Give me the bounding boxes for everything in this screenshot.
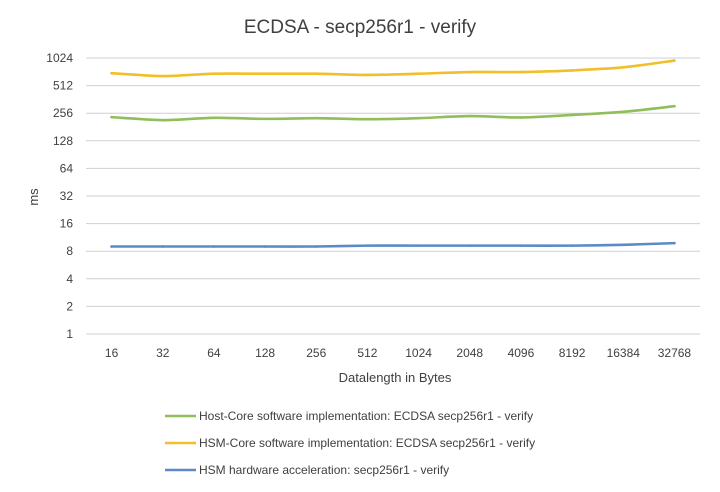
data-point <box>366 73 369 77</box>
grid-layer <box>86 57 700 335</box>
data-point <box>519 116 523 119</box>
data-point <box>161 118 165 122</box>
data-point <box>621 66 625 69</box>
data-point <box>314 72 318 76</box>
chart-title: ECDSA - secp256r1 - verify <box>244 17 477 38</box>
data-point <box>110 245 113 248</box>
x-tick-label: 8192 <box>559 346 586 360</box>
legend: Host-Core software implementation: ECDSA… <box>165 409 535 477</box>
data-point <box>110 71 113 75</box>
x-tick-label: 32 <box>156 346 170 360</box>
series-line-2 <box>110 59 676 78</box>
data-point <box>314 116 318 120</box>
legend-label: Host-Core software implementation: ECDSA… <box>199 409 533 423</box>
y-tick-label: 64 <box>60 161 74 175</box>
x-tick-label: 2048 <box>456 346 483 360</box>
y-tick-label: 8 <box>66 244 73 258</box>
y-tick-label: 32 <box>60 189 74 203</box>
data-point <box>366 244 369 247</box>
y-tick-label: 128 <box>53 134 73 148</box>
data-point <box>519 244 523 247</box>
y-tick-label: 16 <box>60 217 74 231</box>
data-point <box>263 117 267 121</box>
data-point <box>468 244 472 247</box>
data-point <box>110 115 113 119</box>
y-tick-label: 256 <box>53 106 73 120</box>
data-point <box>263 72 267 76</box>
data-point <box>468 114 472 118</box>
data-point <box>212 116 216 120</box>
x-axis-label: Datalength in Bytes <box>339 370 452 385</box>
x-tick-label: 16 <box>105 346 119 360</box>
y-axis-label: ms <box>26 188 41 206</box>
legend-label: HSM hardware acceleration: secp256r1 - v… <box>199 463 449 477</box>
y-tick-label: 1024 <box>46 51 73 65</box>
data-point <box>673 104 676 108</box>
data-point <box>366 117 369 121</box>
x-tick-labels: 16 32 64 128 256 512 1024 2048 4096 8192 16384 3276… <box>105 346 692 360</box>
data-point <box>621 243 625 247</box>
data-point <box>161 74 165 78</box>
data-point <box>263 245 267 248</box>
data-point <box>570 69 574 72</box>
data-point <box>468 70 472 74</box>
y-tick-label: 4 <box>66 272 73 286</box>
data-point <box>161 245 165 248</box>
legend-label: HSM-Core software implementation: ECDSA … <box>199 436 535 450</box>
data-point <box>417 72 420 76</box>
data-point <box>570 113 574 117</box>
series-line-1 <box>110 104 676 122</box>
data-point <box>673 241 676 245</box>
x-tick-label: 128 <box>255 346 275 360</box>
x-tick-label: 1024 <box>405 346 432 360</box>
data-point <box>417 116 420 120</box>
x-tick-label: 64 <box>207 346 221 360</box>
data-point <box>570 244 574 247</box>
y-tick-label: 1 <box>66 327 73 341</box>
x-tick-label: 256 <box>306 346 326 360</box>
y-tick-labels: 1 2 4 8 16 32 64 128 256 512 1024 <box>46 51 73 341</box>
x-tick-label: 512 <box>357 346 377 360</box>
y-tick-label: 512 <box>53 79 73 93</box>
data-point <box>621 110 625 114</box>
data-point <box>212 72 216 76</box>
data-point <box>519 70 523 74</box>
data-point <box>212 245 216 248</box>
data-point <box>673 59 676 62</box>
x-tick-label: 16384 <box>607 346 641 360</box>
series-line-3 <box>110 241 676 248</box>
data-point <box>417 244 420 247</box>
x-tick-label: 4096 <box>508 346 535 360</box>
data-point <box>314 245 318 248</box>
series-layer <box>110 59 676 248</box>
x-tick-label: 32768 <box>658 346 692 360</box>
y-tick-label: 2 <box>66 299 73 313</box>
